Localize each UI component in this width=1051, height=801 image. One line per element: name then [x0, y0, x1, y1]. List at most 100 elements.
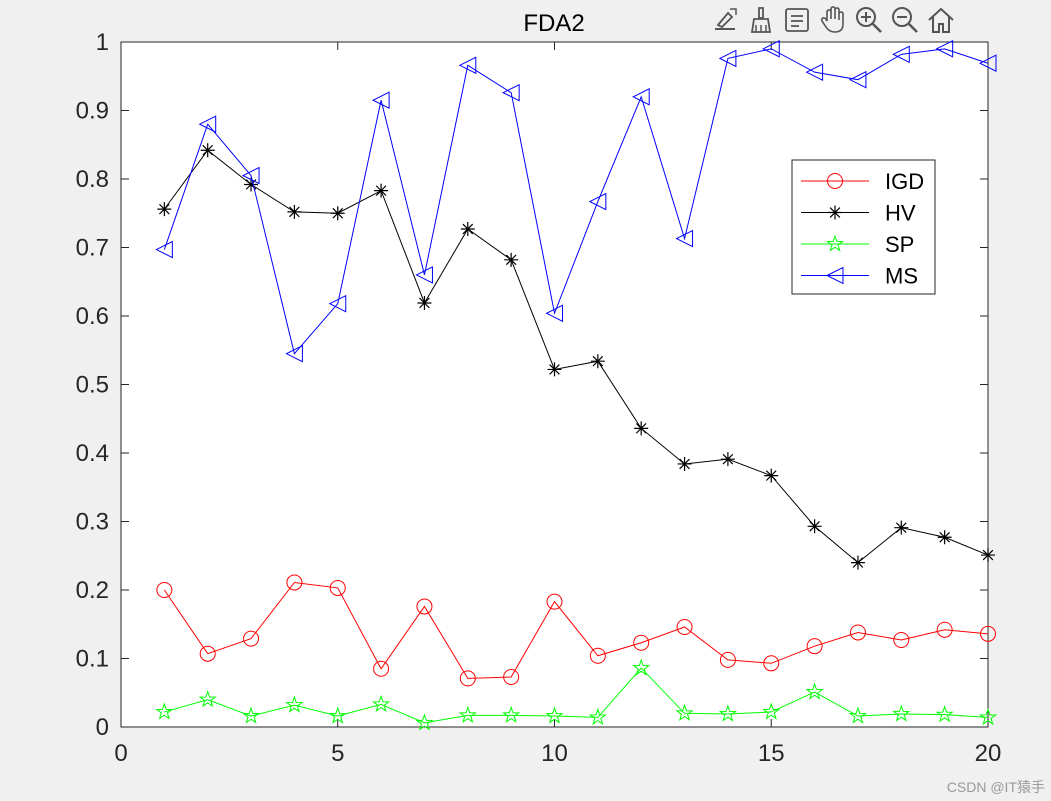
data-point-hv: [981, 548, 995, 563]
data-point-sp: [762, 702, 781, 720]
data-point-igd: [503, 668, 520, 685]
data-point-ms: [502, 83, 520, 102]
data-point-ms: [892, 45, 910, 64]
legend-marker: [827, 173, 843, 189]
plot-area: [120, 41, 989, 728]
edit-plot-button[interactable]: [708, 3, 742, 37]
pan-hand-icon: [820, 6, 844, 33]
data-point-ms: [762, 40, 780, 58]
data-tips-button[interactable]: [780, 3, 814, 37]
data-point-ms: [328, 294, 347, 313]
data-point-hv: [374, 183, 389, 198]
home-restore-view-icon: [928, 7, 954, 33]
data-point-hv: [850, 555, 865, 570]
zoom-out-button[interactable]: [888, 3, 922, 37]
data-point-hv: [417, 295, 432, 310]
data-point-sp: [935, 705, 954, 723]
edit-plot-icon: [715, 8, 737, 30]
data-point-sp: [502, 705, 521, 724]
series-layer: [155, 40, 998, 731]
data-point-igd: [199, 645, 216, 662]
data-point-ms: [805, 63, 824, 81]
y-tick-label: 1: [96, 29, 109, 56]
data-point-igd: [546, 593, 563, 610]
series-line-hv: [163, 149, 989, 564]
data-point-igd: [980, 625, 996, 642]
y-tick-label: 0.2: [76, 577, 109, 604]
data-point-ms: [935, 40, 954, 58]
data-point-igd: [416, 598, 433, 615]
data-point-ms: [978, 54, 997, 73]
series-igd: [156, 574, 996, 687]
data-point-hv: [504, 252, 519, 267]
zoom-in-icon: [856, 7, 882, 33]
data-point-igd: [763, 655, 780, 672]
data-point-hv: [287, 204, 302, 219]
data-point-igd: [676, 618, 693, 635]
data-point-hv: [634, 421, 649, 436]
series-hv: [157, 143, 995, 570]
legend-marker: [825, 266, 844, 285]
data-point-sp: [545, 706, 564, 724]
data-point-igd: [936, 621, 953, 638]
data-point-hv: [200, 143, 215, 158]
y-tick-label: 0.3: [76, 509, 109, 536]
y-tick-label: 0.9: [76, 98, 109, 125]
data-point-ms: [198, 115, 217, 134]
data-point-ms: [718, 49, 737, 68]
data-point-hv: [244, 177, 259, 192]
legend[interactable]: IGD HV SP MS: [791, 159, 936, 295]
data-point-sp: [675, 703, 694, 722]
y-axis: 0 0.1 0.2 0.3 0.4 0.5 0.6 0.7 0.8 0.9 1: [76, 29, 988, 741]
legend-item-igd[interactable]: IGD: [801, 169, 924, 194]
data-point-ms: [675, 229, 694, 248]
legend-label: HV: [885, 201, 916, 226]
data-point-sp: [848, 706, 868, 724]
data-point-sp: [892, 704, 911, 722]
legend-box: [791, 159, 936, 295]
data-point-ms: [848, 70, 867, 89]
data-point-hv: [330, 206, 345, 221]
watermark: CSDN @IT猿手: [946, 779, 1045, 795]
data-point-sp: [372, 694, 391, 713]
data-point-sp: [805, 682, 824, 700]
legend-item-ms[interactable]: MS: [801, 264, 918, 289]
y-tick-label: 0.5: [76, 372, 109, 399]
y-tick-label: 0.4: [76, 440, 109, 467]
brush-icon: [750, 7, 772, 33]
legend-item-hv[interactable]: HV: [801, 201, 916, 226]
data-point-ms: [458, 56, 477, 75]
x-axis: 0 5 10 15 20: [114, 42, 1001, 767]
data-point-sp: [155, 702, 174, 720]
data-point-sp: [718, 704, 737, 722]
pan-button[interactable]: [816, 3, 850, 37]
y-tick-label: 0.1: [76, 646, 109, 673]
data-tips-icon: [785, 8, 809, 32]
zoom-in-button[interactable]: [852, 3, 886, 37]
x-tick-label: 10: [541, 740, 568, 767]
restore-view-button[interactable]: [924, 3, 958, 37]
data-point-sp: [632, 658, 651, 676]
y-tick-label: 0.6: [76, 303, 109, 330]
series-sp: [155, 658, 998, 731]
x-tick-label: 5: [331, 740, 344, 767]
data-point-sp: [588, 707, 607, 726]
data-point-igd: [156, 582, 173, 598]
x-tick-label: 20: [975, 740, 1002, 767]
data-point-igd: [589, 647, 606, 664]
y-tick-label: 0.7: [76, 235, 109, 262]
data-point-igd: [633, 634, 650, 651]
data-point-sp: [978, 707, 998, 726]
data-point-igd: [806, 638, 823, 655]
brush-button[interactable]: [744, 3, 778, 37]
legend-item-sp[interactable]: SP: [801, 232, 914, 257]
data-point-ms: [588, 192, 607, 211]
legend-label: IGD: [885, 169, 924, 194]
legend-label: SP: [885, 232, 914, 257]
data-point-sp: [458, 705, 477, 724]
data-point-sp: [328, 706, 347, 724]
axes-toolbar: [708, 2, 958, 38]
data-point-sp: [415, 713, 434, 731]
data-point-hv: [460, 222, 475, 237]
